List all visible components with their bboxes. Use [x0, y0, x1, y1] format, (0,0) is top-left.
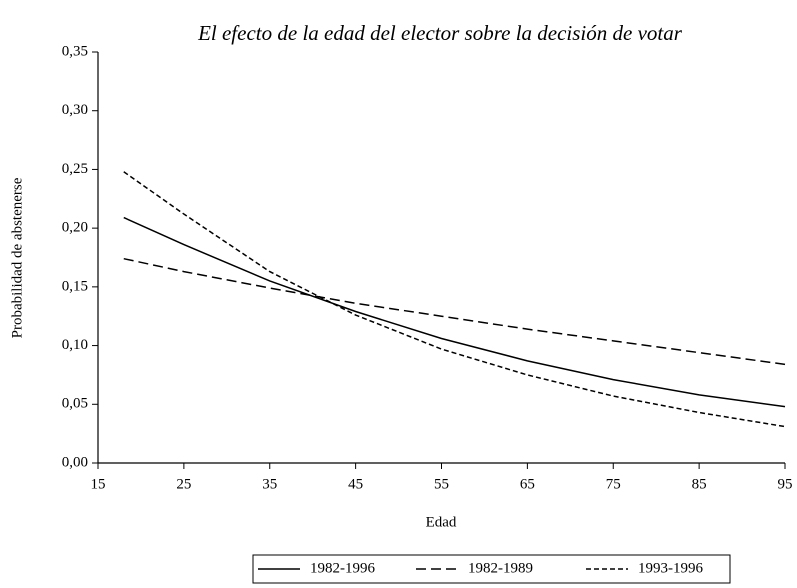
series-line	[123, 257, 786, 366]
x-tick-label: 35	[262, 476, 277, 492]
chart-title: El efecto de la edad del elector sobre l…	[197, 21, 683, 45]
x-tick-label: 95	[778, 476, 793, 492]
x-tick-label: 75	[606, 476, 621, 492]
x-tick-label: 15	[91, 476, 106, 492]
y-tick-label: 0,25	[62, 161, 88, 177]
x-axis-label: Edad	[426, 514, 457, 530]
legend-label: 1982-1996	[310, 560, 375, 576]
series-line	[123, 171, 786, 428]
y-tick-label: 0,10	[62, 337, 88, 353]
x-tick-label: 85	[692, 476, 707, 492]
y-tick-label: 0,15	[62, 278, 88, 294]
legend-box	[252, 554, 731, 584]
x-tick-label: 65	[520, 476, 535, 492]
y-tick-label: 0,30	[62, 102, 88, 118]
legend-label: 1982-1989	[468, 560, 533, 576]
y-axis-label: Probabilidad de abstenerse	[9, 177, 25, 338]
y-tick-label: 0,00	[62, 454, 88, 470]
y-tick-label: 0,35	[62, 43, 88, 59]
legend-label: 1993-1996	[638, 560, 703, 576]
x-tick-label: 45	[348, 476, 363, 492]
y-tick-label: 0,05	[62, 396, 88, 412]
x-tick-label: 55	[434, 476, 449, 492]
series-line	[123, 216, 786, 408]
y-tick-label: 0,20	[62, 220, 88, 236]
x-tick-label: 25	[176, 476, 191, 492]
